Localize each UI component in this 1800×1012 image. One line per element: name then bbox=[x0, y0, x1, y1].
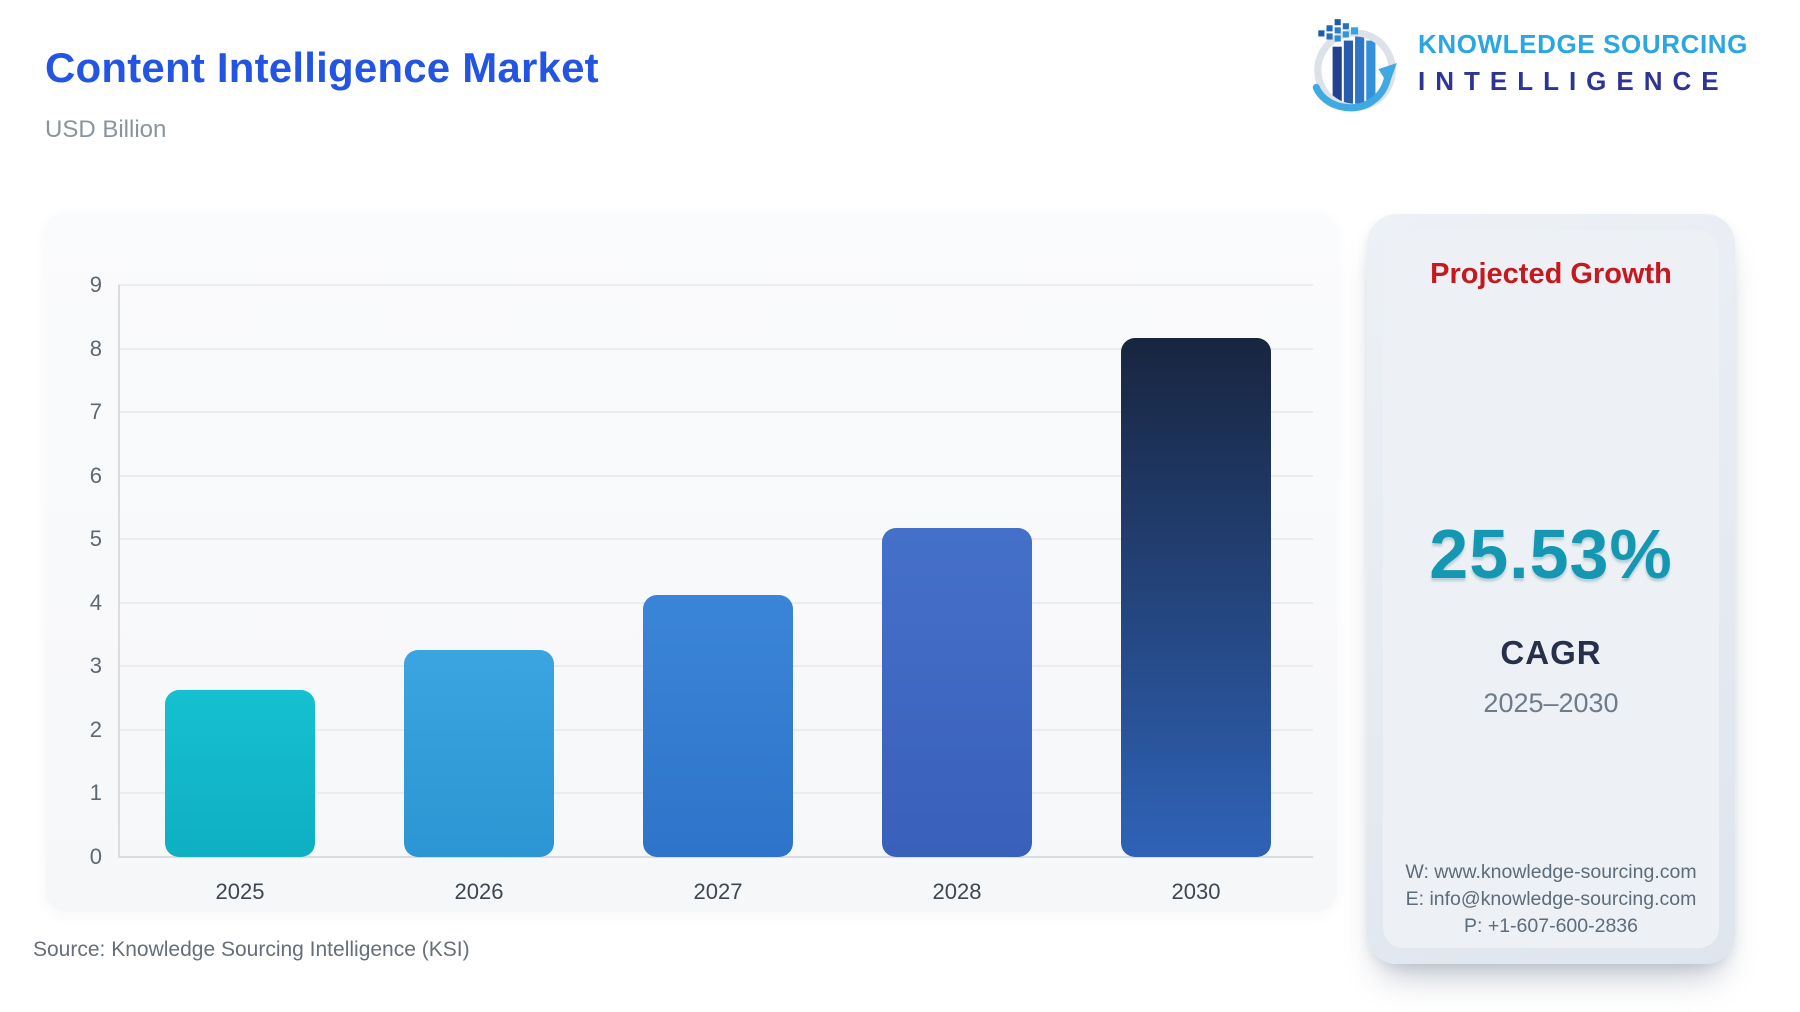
panel-title: Projected Growth bbox=[1430, 258, 1672, 290]
contact-info: W: www.knowledge-sourcing.com E: info@kn… bbox=[1383, 859, 1719, 940]
axis-unit-label: USD Billion bbox=[45, 116, 167, 143]
arrowhead bbox=[1378, 63, 1397, 86]
bar-2030 bbox=[1121, 337, 1271, 857]
logo-text-line1: KNOWLEDGE SOURCING bbox=[1417, 29, 1748, 59]
y-axis-tick-0: 0 bbox=[89, 844, 102, 869]
y-axis-tick-8: 8 bbox=[89, 335, 102, 361]
logo-text: KNOWLEDGE SOURCING INTELLIGENCE bbox=[1418, 29, 1748, 97]
source-note: Source: Knowledge Sourcing Intelligence … bbox=[33, 938, 470, 961]
x-axis-label-2025: 2025 bbox=[215, 879, 265, 904]
bar-2025 bbox=[165, 690, 315, 857]
bar-chart-card: 0 1 2 3 4 5 6 7 8 9 2025 2026 2027 2028 2030 bbox=[45, 212, 1337, 912]
y-axis-tick-4: 4 bbox=[89, 589, 102, 615]
projected-growth-panel: Projected Growth 25.53% CAGR 2025–2030 W… bbox=[1367, 214, 1735, 964]
gridline-y6 bbox=[118, 474, 1313, 477]
gridline-y7 bbox=[118, 411, 1313, 414]
gridline-y9 bbox=[118, 284, 1313, 286]
y-axis-tick-9: 9 bbox=[89, 272, 102, 297]
y-axis-tick-5: 5 bbox=[89, 526, 102, 552]
contact-phone: P: +1-607-600-2836 bbox=[1463, 915, 1638, 937]
y-axis-tick-6: 6 bbox=[89, 462, 102, 488]
gridline-y0 bbox=[118, 856, 1313, 858]
y-axis-tick-1: 1 bbox=[89, 780, 102, 806]
logo-globe-chart-icon bbox=[1312, 19, 1397, 112]
cagr-period: 2025–2030 bbox=[1483, 688, 1619, 718]
cagr-label: CAGR bbox=[1500, 634, 1602, 671]
swoosh-arrow bbox=[1312, 73, 1392, 112]
bar-2028 bbox=[882, 528, 1032, 857]
x-axis-label-2030: 2030 bbox=[1171, 879, 1221, 904]
logo-text-line2: INTELLIGENCE bbox=[1417, 66, 1729, 96]
page-title: Content Intelligence Market bbox=[45, 44, 599, 91]
y-axis-tick-7: 7 bbox=[89, 399, 102, 425]
pixel-squares bbox=[1318, 19, 1359, 42]
y-axis-line bbox=[118, 285, 120, 857]
cagr-value: 25.53% bbox=[1429, 515, 1673, 593]
projected-growth-panel-inner: Projected Growth 25.53% CAGR 2025–2030 W… bbox=[1383, 230, 1719, 948]
contact-email: E: info@knowledge-sourcing.com bbox=[1405, 888, 1697, 910]
y-axis-tick-2: 2 bbox=[89, 716, 102, 742]
x-axis-label-2026: 2026 bbox=[454, 879, 504, 904]
x-axis-label-2027: 2027 bbox=[693, 879, 743, 904]
company-logo: KNOWLEDGE SOURCING INTELLIGENCE bbox=[1302, 12, 1748, 114]
gridline-y5 bbox=[118, 538, 1313, 541]
bar-2026 bbox=[404, 649, 554, 857]
bar-2027 bbox=[643, 595, 793, 857]
contact-website: W: www.knowledge-sourcing.com bbox=[1405, 861, 1697, 883]
x-axis-label-2028: 2028 bbox=[932, 879, 982, 904]
y-axis-tick-3: 3 bbox=[89, 653, 102, 679]
gridline-y8 bbox=[118, 347, 1313, 350]
globe-bars bbox=[1332, 36, 1376, 104]
